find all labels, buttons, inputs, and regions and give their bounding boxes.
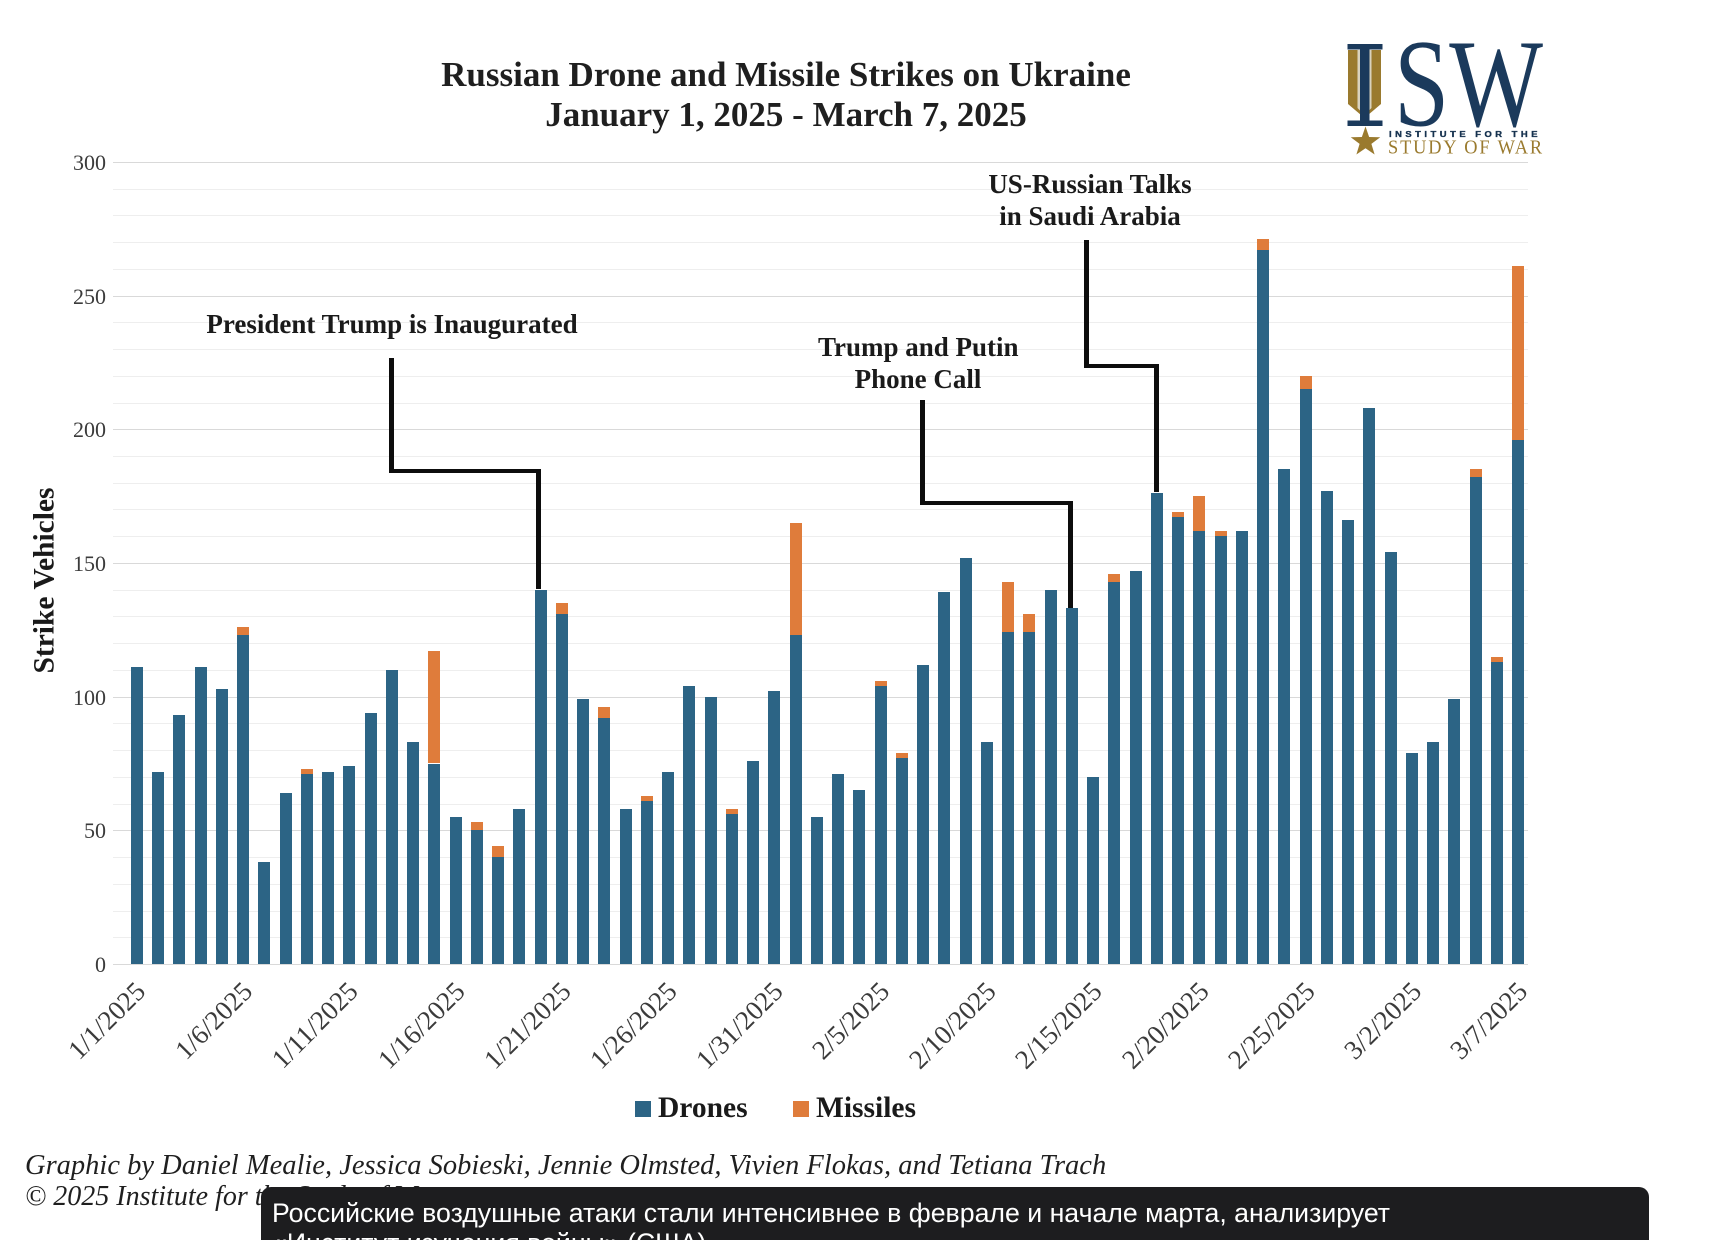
svg-text:STUDY OF WAR: STUDY OF WAR bbox=[1388, 138, 1544, 159]
svg-text:INSTITUTE FOR THE: INSTITUTE FOR THE bbox=[1389, 130, 1541, 139]
svg-text:SW: SW bbox=[1394, 38, 1543, 154]
